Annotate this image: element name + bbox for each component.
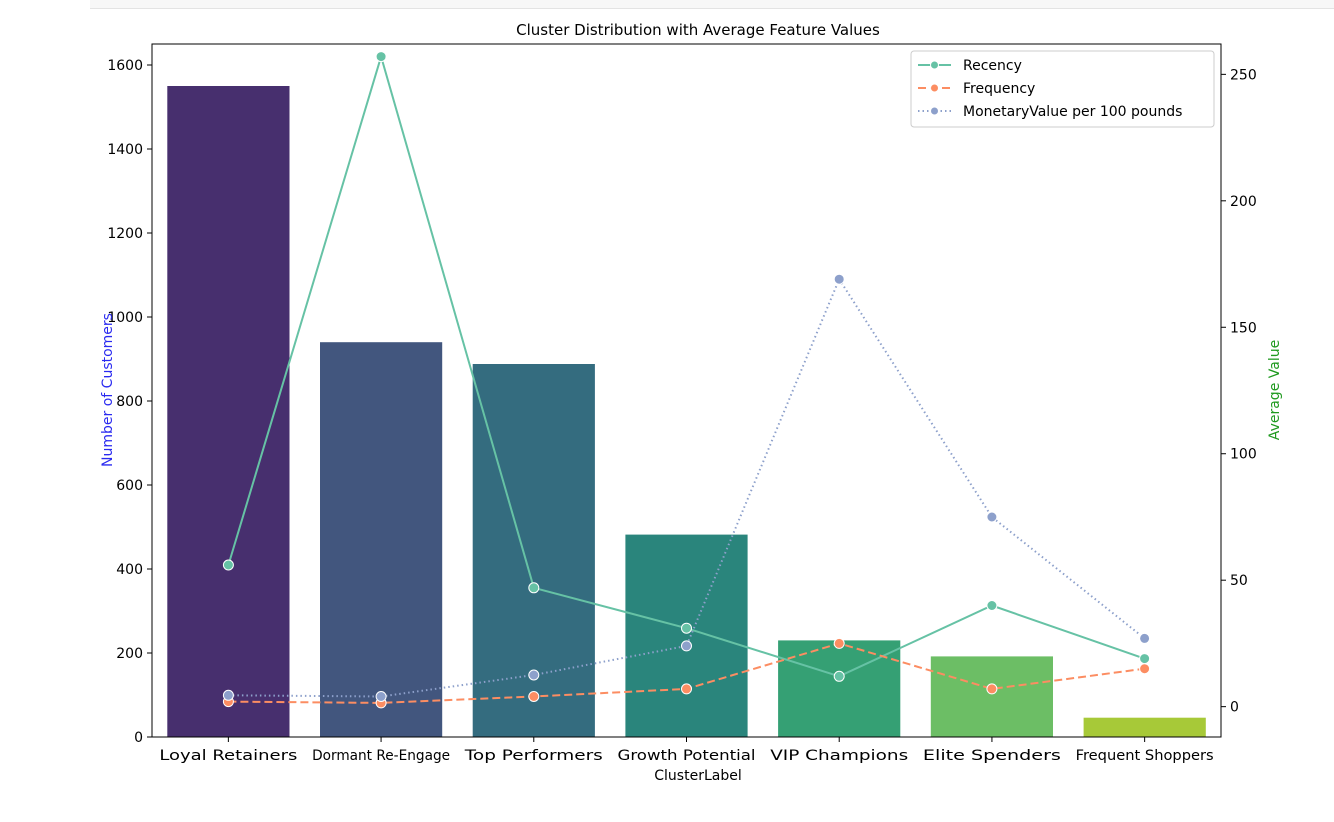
y-right-tick-label: 100: [1230, 447, 1257, 463]
y-right-tick-label: 0: [1230, 700, 1239, 716]
x-tick-label: Loyal Retainers: [159, 748, 297, 764]
legend: Recency Frequency MonetaryValue per 100 po…: [910, 50, 1215, 128]
y-left-tick-label: 1600: [107, 58, 143, 74]
series-1-point: [375, 51, 387, 63]
bar-elite-spenders: [930, 656, 1053, 737]
series-3-point: [681, 640, 692, 652]
y-axis-left: 0 200 400 600 800 1000 1200 1400 1600: [107, 58, 152, 746]
series-3-point: [375, 691, 387, 702]
series-1-point: [681, 622, 692, 634]
series-2-point: [1139, 663, 1151, 675]
series-1-point: [986, 600, 998, 611]
chart-title: Cluster Distribution with Average Featur…: [516, 21, 880, 39]
y-right-tick-label: 50: [1230, 573, 1248, 589]
series-2-point: [833, 637, 845, 649]
x-tick-label: Dormant Re-Engage: [312, 748, 450, 764]
legend-marker-3: [930, 106, 939, 116]
y-left-tick-label: 200: [116, 646, 143, 662]
series-3-point: [528, 669, 540, 681]
y-axis-left-label: Number of Customers: [100, 313, 116, 467]
series-3-point: [833, 273, 845, 285]
y-left-tick-label: 600: [116, 478, 143, 494]
bars-layer: [167, 86, 1206, 737]
x-axis-label: ClusterLabel: [654, 768, 741, 784]
x-axis: Loyal Retainers Dormant Re-Engage Top Perf…: [159, 737, 1214, 764]
series-2-point: [528, 691, 540, 702]
y-left-tick-label: 800: [116, 394, 143, 410]
x-tick-label: Growth Potential: [618, 748, 756, 764]
y-left-tick-label: 400: [116, 562, 143, 578]
series-3-point: [986, 511, 998, 523]
series-1-point: [1139, 653, 1151, 665]
series-2-point: [681, 683, 692, 695]
legend-label-1: Recency: [963, 58, 1022, 74]
series-3-point: [222, 689, 234, 701]
y-axis-right-label: Average Value: [1267, 340, 1283, 440]
legend-label-3: MonetaryValue per 100 pounds: [963, 104, 1182, 120]
y-left-tick-label: 1400: [107, 142, 143, 158]
x-tick-label: Top Performers: [463, 748, 602, 764]
y-left-tick-label: 1000: [107, 310, 143, 326]
lines-layer: [222, 51, 1151, 709]
series-1-point: [833, 670, 845, 682]
notebook-cell-border: [90, 0, 1334, 9]
x-tick-label: VIP Champions: [770, 748, 908, 764]
bar-dormant-re-engage: [320, 342, 443, 737]
y-axis-right: 0 50 100 150 200 250: [1221, 67, 1257, 716]
legend-marker-2: [930, 83, 939, 93]
bar-loyal-retainers: [167, 86, 290, 737]
y-right-tick-label: 250: [1230, 67, 1257, 83]
bar-frequent-shoppers: [1083, 717, 1206, 737]
series-2-point: [986, 683, 998, 695]
y-left-tick-label: 1200: [107, 226, 143, 242]
legend-label-2: Frequency: [963, 81, 1035, 97]
legend-box: [910, 50, 1215, 128]
bar-vip-champions: [778, 640, 901, 737]
y-right-tick-label: 200: [1230, 194, 1257, 210]
x-tick-label: Frequent Shoppers: [1076, 748, 1214, 764]
bar-growth-potential: [625, 534, 748, 737]
bar-top-performers: [472, 364, 595, 737]
series-3-point: [1139, 632, 1151, 644]
y-right-tick-label: 150: [1230, 320, 1257, 336]
legend-marker-1: [930, 60, 939, 70]
y-left-tick-label: 0: [134, 730, 143, 746]
series-1-point: [528, 582, 540, 594]
x-tick-label: Elite Spenders: [923, 748, 1061, 764]
series-1-point: [222, 559, 234, 571]
